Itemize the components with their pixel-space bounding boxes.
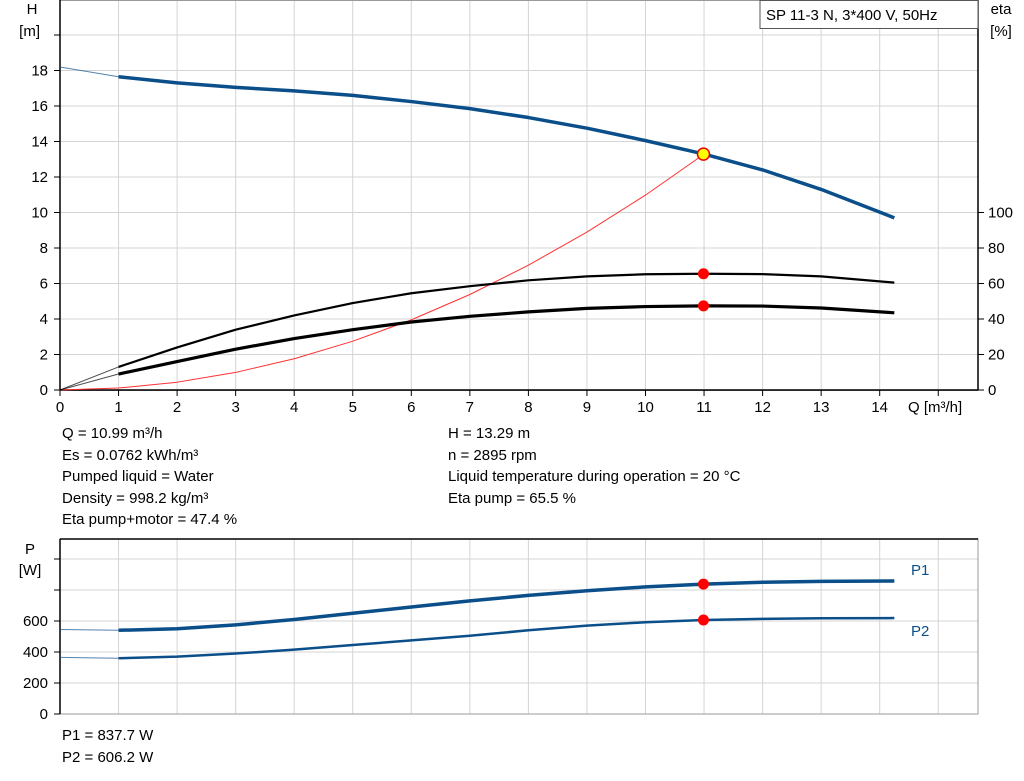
eta-pump-motor-curve bbox=[118, 304, 895, 376]
qh-duty-point bbox=[696, 147, 711, 161]
q-tick-label: 3 bbox=[231, 399, 239, 416]
q-tick-label: 10 bbox=[637, 399, 654, 416]
q-tick-label: 8 bbox=[524, 399, 532, 416]
q-axis-label: Q [m³/h] bbox=[908, 399, 962, 416]
eta-pump-curve-extrapolated bbox=[59, 366, 119, 391]
info-temp: Liquid temperature during operation = 20… bbox=[448, 468, 741, 485]
q-tick-label: 2 bbox=[173, 399, 181, 416]
h-axis-label: H bbox=[27, 1, 38, 18]
qh-curve bbox=[118, 74, 895, 220]
q-tick-label: 6 bbox=[407, 399, 415, 416]
info-eta-pump-motor: Eta pump+motor = 47.4 % bbox=[62, 511, 238, 528]
h-tick-label: 14 bbox=[31, 134, 48, 151]
h-tick-label: 8 bbox=[40, 240, 48, 257]
h-tick-label: 2 bbox=[40, 347, 48, 364]
eta-pump-motor-curve-extrapolated bbox=[59, 373, 119, 391]
power-info: P1 = 837.7 W P2 = 606.2 W bbox=[62, 725, 153, 768]
qh-curve-extrapolated bbox=[59, 66, 119, 78]
q-tick-label: 11 bbox=[696, 399, 712, 416]
p-tick-label: 400 bbox=[23, 644, 48, 661]
info-es: Es = 0.0762 kWh/m³ bbox=[62, 446, 199, 464]
info-eta-pump: Eta pump = 65.5 % bbox=[448, 489, 576, 507]
eta-axis-unit: [%] bbox=[990, 23, 1012, 40]
eta-tick-label: 80 bbox=[988, 240, 1005, 257]
h-tick-label: 16 bbox=[31, 98, 48, 115]
h-tick-label: 12 bbox=[31, 169, 48, 186]
eta-tick-label: 20 bbox=[988, 347, 1005, 364]
eta-tick-label: 100 bbox=[988, 205, 1013, 222]
q-tick-label: 0 bbox=[56, 399, 64, 416]
q-tick-label: 5 bbox=[349, 399, 357, 416]
p-tick-label: 200 bbox=[23, 675, 48, 692]
info-q: Q = 10.99 m³/h bbox=[62, 425, 163, 442]
system-curve bbox=[59, 153, 705, 391]
p1-curve bbox=[118, 579, 895, 633]
h-tick-label: 0 bbox=[40, 382, 48, 399]
info-h: H = 13.29 m bbox=[448, 425, 531, 442]
p-axis-unit: [W] bbox=[19, 562, 42, 579]
duty-info-left: Q = 10.99 m³/h Es = 0.0762 kWh/m³ Pumped… bbox=[62, 423, 237, 531]
q-tick-label: 13 bbox=[813, 399, 830, 416]
q-tick-label: 4 bbox=[290, 399, 298, 416]
q-tick-label: 1 bbox=[114, 399, 122, 416]
eta-tick-label: 40 bbox=[988, 311, 1005, 328]
q-tick-label: 9 bbox=[583, 399, 591, 416]
chart-title: SP 11-3 N, 3*400 V, 50Hz bbox=[766, 7, 938, 24]
p2-curve-extrapolated bbox=[59, 656, 119, 659]
h-tick-label: 10 bbox=[31, 205, 48, 222]
info-p1: P1 = 837.7 W bbox=[62, 727, 154, 744]
eta-pump-motor-duty-point bbox=[697, 300, 709, 312]
info-liquid: Pumped liquid = Water bbox=[62, 468, 214, 485]
h-axis-unit: [m] bbox=[19, 23, 40, 40]
eta-pump-duty-point bbox=[697, 268, 709, 280]
p2-curve bbox=[118, 616, 895, 660]
eta-tick-label: 60 bbox=[988, 276, 1005, 293]
p1-curve-extrapolated bbox=[59, 629, 119, 631]
p-tick-label: 0 bbox=[40, 706, 48, 723]
title-box bbox=[759, 0, 979, 29]
info-n: n = 2895 rpm bbox=[448, 446, 537, 464]
q-tick-label: 14 bbox=[871, 399, 888, 416]
duty-info-right: H = 13.29 m n = 2895 rpm Liquid temperat… bbox=[448, 423, 740, 509]
p2-duty-point bbox=[697, 614, 709, 626]
eta-pump-curve bbox=[118, 272, 895, 368]
q-tick-label: 12 bbox=[754, 399, 771, 416]
h-tick-label: 6 bbox=[40, 276, 48, 293]
eta-axis-label: eta bbox=[991, 1, 1013, 18]
h-tick-label: 4 bbox=[40, 311, 48, 328]
p1-duty-point bbox=[697, 578, 709, 590]
info-density: Density = 998.2 kg/m³ bbox=[62, 489, 209, 507]
p-axis-label: P bbox=[25, 541, 35, 558]
eta-tick-label: 0 bbox=[988, 382, 996, 399]
info-p2: P2 = 606.2 W bbox=[62, 748, 154, 766]
p2-legend-label: P2 bbox=[911, 623, 929, 640]
p-tick-label: 600 bbox=[23, 613, 48, 630]
p1-legend-label: P1 bbox=[911, 562, 929, 579]
h-tick-label: 18 bbox=[31, 63, 48, 80]
q-tick-label: 7 bbox=[466, 399, 474, 416]
